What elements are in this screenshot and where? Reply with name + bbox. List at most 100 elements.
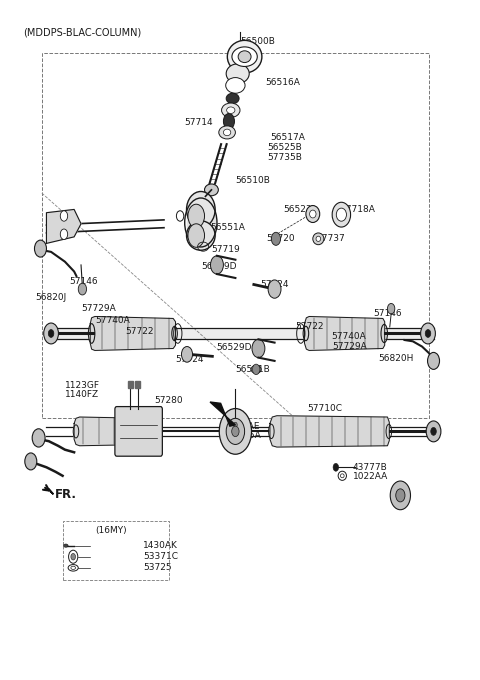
Text: 57718A: 57718A bbox=[340, 205, 375, 214]
Text: 57729A: 57729A bbox=[332, 342, 367, 351]
Text: 56516A: 56516A bbox=[265, 78, 300, 86]
Circle shape bbox=[44, 323, 59, 344]
Circle shape bbox=[333, 463, 338, 471]
Ellipse shape bbox=[204, 184, 218, 196]
Text: (MDDPS-BLAC-COLUMN): (MDDPS-BLAC-COLUMN) bbox=[24, 28, 142, 38]
Ellipse shape bbox=[222, 103, 240, 118]
Ellipse shape bbox=[226, 64, 249, 84]
Text: 53371C: 53371C bbox=[143, 552, 178, 561]
Circle shape bbox=[35, 240, 47, 257]
Ellipse shape bbox=[310, 210, 316, 218]
Circle shape bbox=[234, 422, 237, 428]
Ellipse shape bbox=[232, 47, 257, 67]
Text: 56521B: 56521B bbox=[235, 365, 270, 374]
Text: 57729A: 57729A bbox=[81, 304, 116, 313]
Text: (16MY): (16MY) bbox=[95, 526, 126, 535]
Polygon shape bbox=[304, 316, 384, 350]
Ellipse shape bbox=[313, 233, 324, 245]
Text: 57737: 57737 bbox=[316, 235, 345, 243]
Ellipse shape bbox=[63, 544, 68, 547]
Circle shape bbox=[252, 364, 260, 375]
Text: 57720: 57720 bbox=[267, 235, 295, 243]
Circle shape bbox=[188, 204, 204, 228]
FancyBboxPatch shape bbox=[115, 407, 162, 456]
Ellipse shape bbox=[316, 236, 321, 241]
Bar bbox=[135, 381, 141, 388]
Text: 57722: 57722 bbox=[125, 327, 153, 336]
Circle shape bbox=[431, 428, 436, 435]
Text: 57722: 57722 bbox=[295, 322, 324, 331]
Ellipse shape bbox=[226, 93, 239, 103]
Circle shape bbox=[226, 418, 245, 445]
Ellipse shape bbox=[187, 221, 215, 250]
Circle shape bbox=[48, 330, 54, 337]
Text: 56500B: 56500B bbox=[240, 37, 275, 46]
Text: 1430AK: 1430AK bbox=[143, 541, 178, 550]
Text: 57740A: 57740A bbox=[331, 333, 366, 341]
Text: 1124AE: 1124AE bbox=[226, 422, 261, 430]
Circle shape bbox=[219, 409, 252, 454]
Text: 53725: 53725 bbox=[143, 563, 172, 573]
Circle shape bbox=[32, 429, 45, 447]
Circle shape bbox=[181, 347, 192, 362]
Circle shape bbox=[387, 303, 395, 314]
Text: 57146: 57146 bbox=[373, 309, 402, 318]
Text: 56820H: 56820H bbox=[378, 354, 414, 362]
Circle shape bbox=[252, 339, 265, 358]
Circle shape bbox=[396, 489, 405, 502]
Circle shape bbox=[390, 481, 410, 510]
Text: 1123GF: 1123GF bbox=[65, 381, 100, 390]
Circle shape bbox=[420, 323, 435, 344]
Ellipse shape bbox=[227, 107, 235, 114]
Text: 57710C: 57710C bbox=[307, 404, 342, 413]
Circle shape bbox=[60, 211, 68, 221]
Text: 57719: 57719 bbox=[211, 245, 240, 254]
Ellipse shape bbox=[223, 129, 231, 136]
Text: 57724: 57724 bbox=[176, 355, 204, 364]
Circle shape bbox=[428, 352, 440, 369]
Text: 57714: 57714 bbox=[185, 118, 213, 127]
Circle shape bbox=[232, 426, 239, 437]
Polygon shape bbox=[270, 415, 389, 447]
Text: 57146: 57146 bbox=[70, 277, 98, 286]
Text: 57740A: 57740A bbox=[95, 316, 130, 325]
Circle shape bbox=[223, 114, 234, 129]
Text: 56529D: 56529D bbox=[201, 262, 236, 271]
Text: 1140FZ: 1140FZ bbox=[65, 390, 99, 399]
Text: 43777B: 43777B bbox=[353, 463, 388, 472]
Circle shape bbox=[188, 224, 204, 248]
Text: 56510B: 56510B bbox=[235, 175, 270, 184]
Text: 56551A: 56551A bbox=[210, 223, 245, 232]
Circle shape bbox=[60, 229, 68, 239]
Bar bbox=[128, 381, 133, 388]
Text: FR.: FR. bbox=[55, 488, 77, 501]
Ellipse shape bbox=[219, 126, 235, 139]
Polygon shape bbox=[187, 209, 215, 235]
Bar bbox=[42, 53, 429, 418]
Ellipse shape bbox=[187, 192, 215, 227]
Text: 56525B: 56525B bbox=[268, 143, 302, 152]
Text: 1022AA: 1022AA bbox=[353, 472, 388, 481]
Ellipse shape bbox=[228, 40, 262, 73]
Polygon shape bbox=[47, 209, 81, 243]
Circle shape bbox=[426, 421, 441, 442]
Ellipse shape bbox=[226, 78, 245, 93]
Text: 56523: 56523 bbox=[284, 205, 312, 214]
Polygon shape bbox=[74, 417, 151, 446]
Text: 57724: 57724 bbox=[261, 280, 289, 289]
Ellipse shape bbox=[238, 51, 251, 63]
Circle shape bbox=[211, 256, 223, 274]
Circle shape bbox=[268, 280, 281, 299]
Polygon shape bbox=[90, 316, 176, 350]
Circle shape bbox=[425, 330, 431, 337]
Polygon shape bbox=[49, 489, 53, 494]
Ellipse shape bbox=[306, 205, 320, 222]
Circle shape bbox=[78, 283, 86, 295]
Text: 56820J: 56820J bbox=[35, 293, 66, 302]
Ellipse shape bbox=[332, 202, 350, 227]
Circle shape bbox=[25, 453, 37, 470]
Text: 56517A: 56517A bbox=[270, 133, 305, 142]
Text: 56529D: 56529D bbox=[216, 343, 252, 352]
Text: 57725A: 57725A bbox=[226, 431, 261, 440]
Polygon shape bbox=[210, 402, 235, 426]
